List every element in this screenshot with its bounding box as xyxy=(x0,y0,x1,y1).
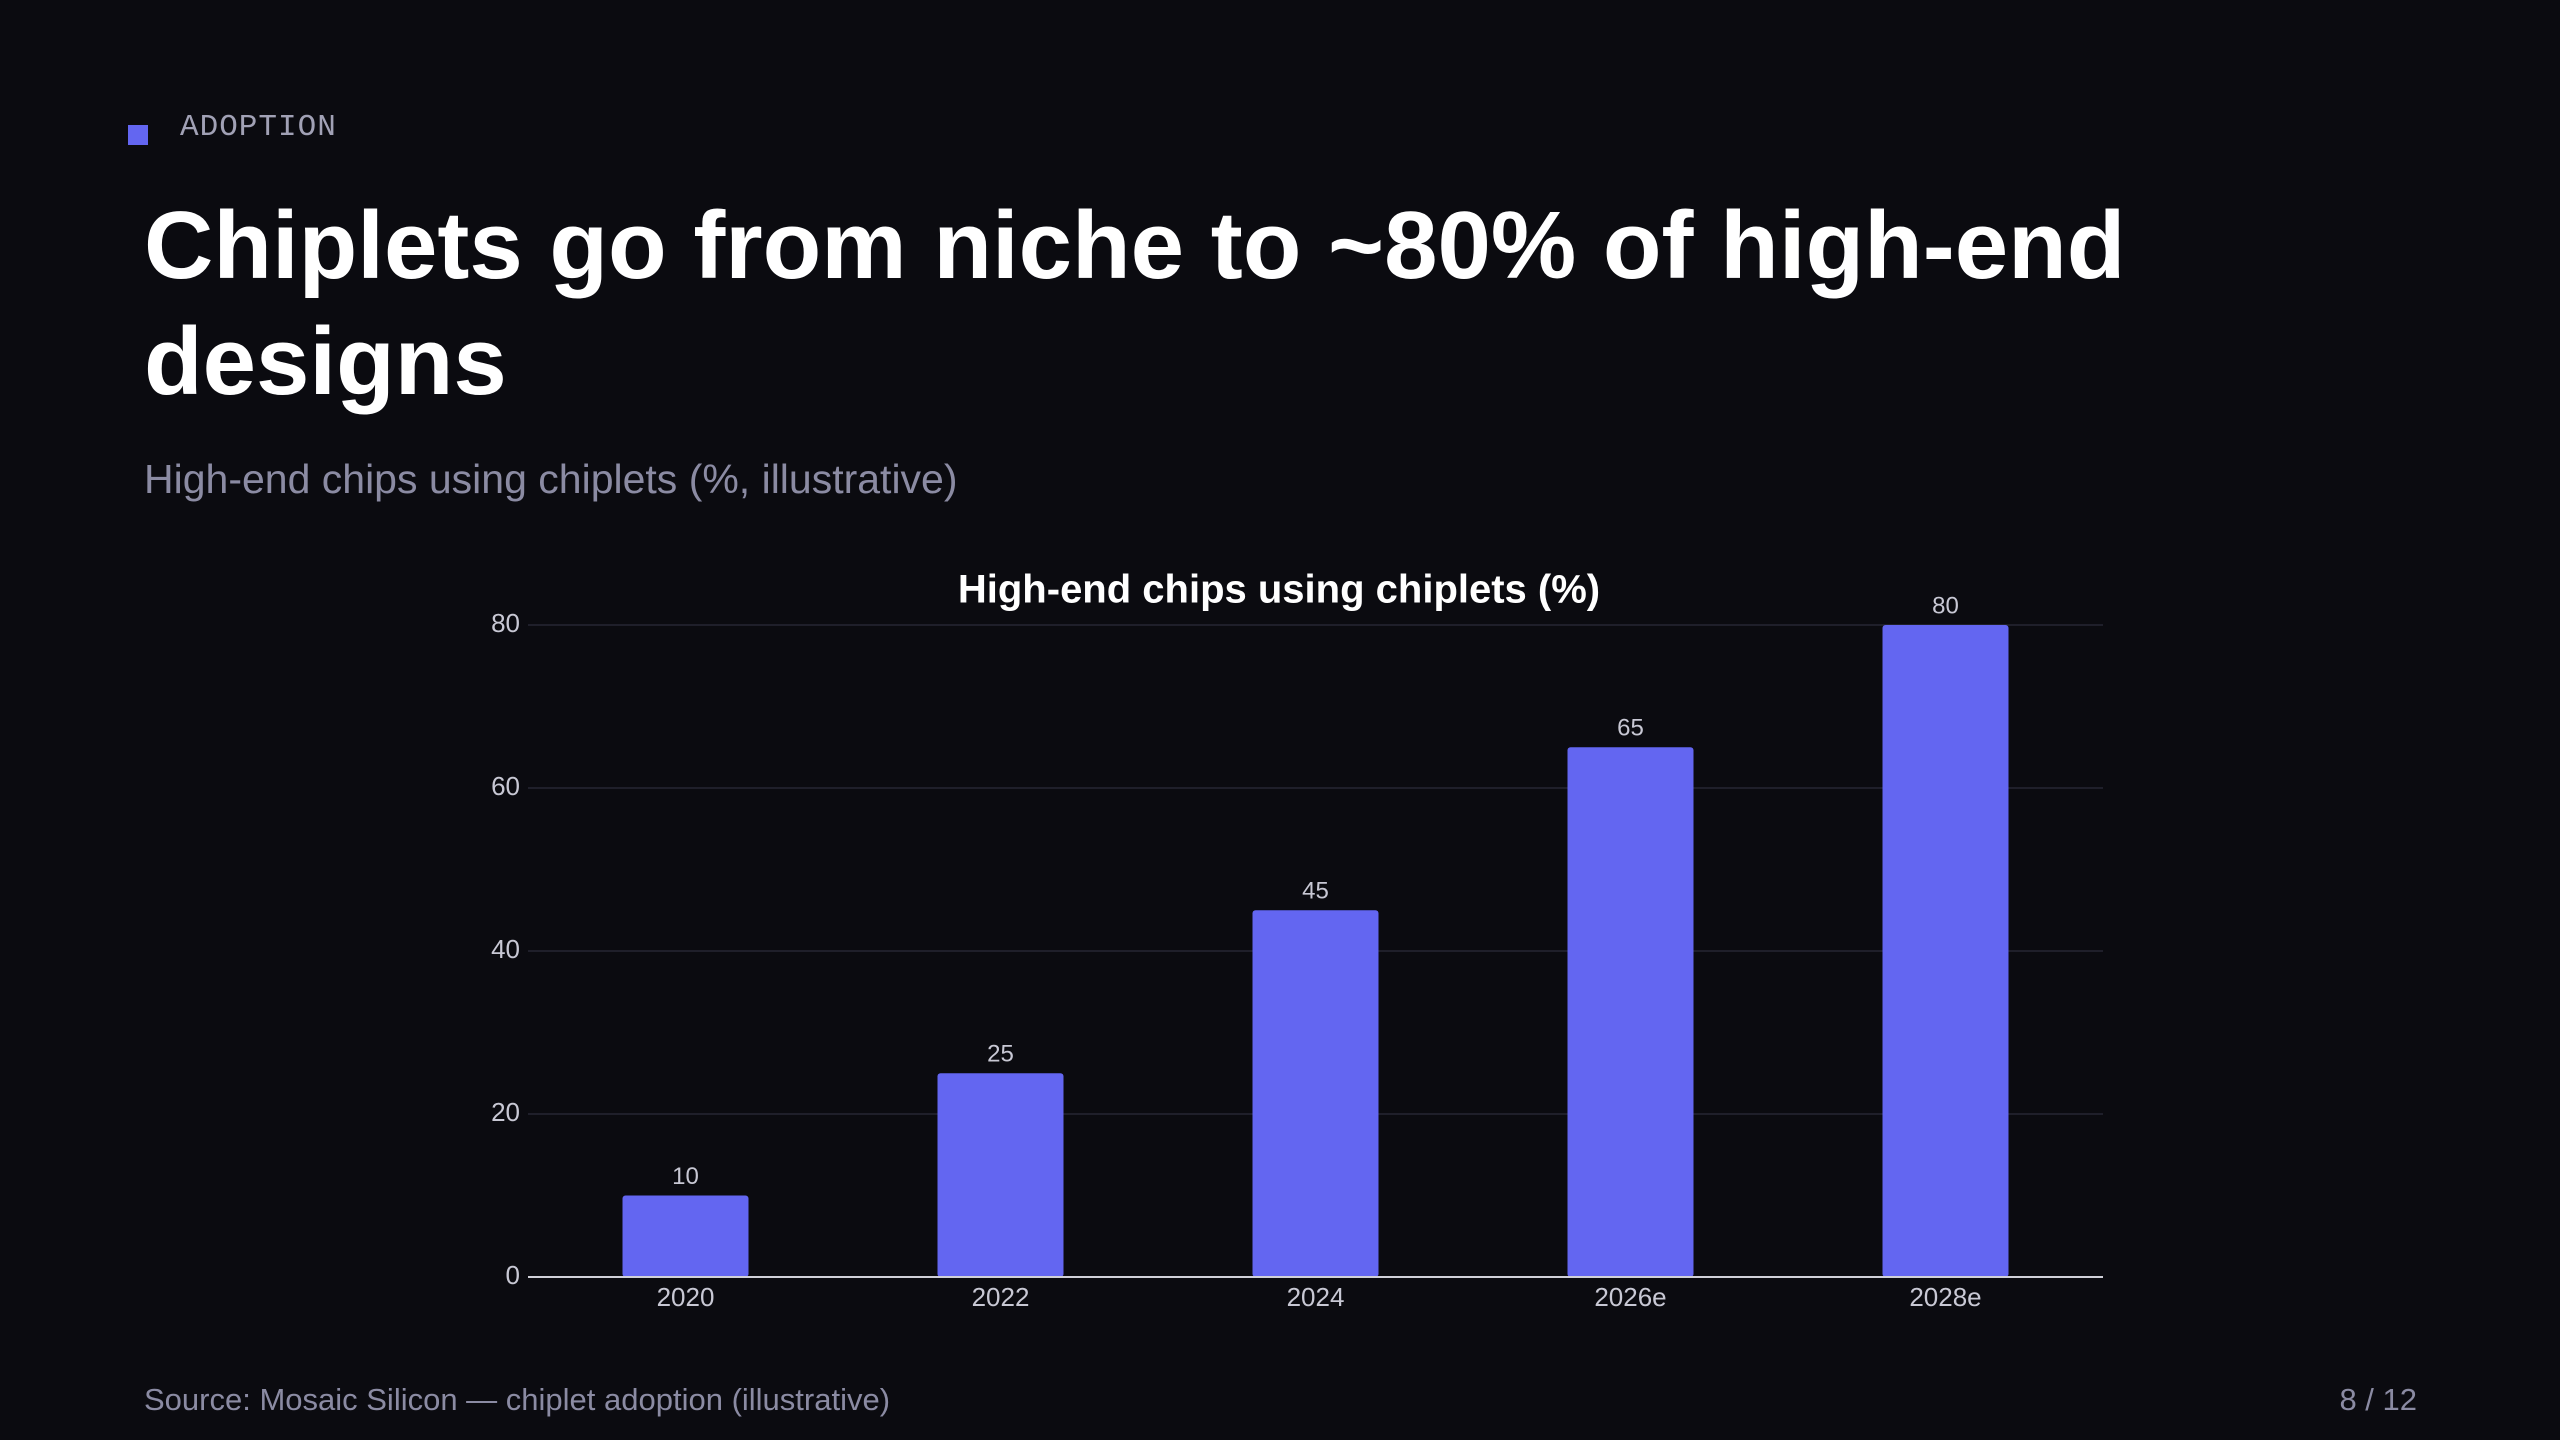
chart-title: High-end chips using chiplets (%) xyxy=(958,568,1600,612)
bar xyxy=(1882,625,2009,1277)
value-label: 45 xyxy=(1302,878,1329,905)
y-tick-label: 60 xyxy=(491,771,520,801)
bar xyxy=(1567,747,1694,1277)
x-tick-label: 2020 xyxy=(657,1282,715,1312)
x-tick-label: 2022 xyxy=(972,1282,1030,1312)
bar xyxy=(937,1073,1064,1277)
kicker: ADOPTION xyxy=(180,110,337,145)
y-tick-label: 20 xyxy=(491,1097,520,1127)
value-label: 80 xyxy=(1932,592,1959,619)
y-tick-label: 40 xyxy=(491,934,520,964)
slide-title: Chiplets go from niche to ~80% of high-e… xyxy=(144,192,2126,415)
kicker-mark xyxy=(128,125,148,145)
y-tick-label: 80 xyxy=(491,608,520,638)
page-number: 8 / 12 xyxy=(2339,1382,2417,1417)
source: Source: Mosaic Silicon — chiplet adoptio… xyxy=(144,1382,891,1417)
x-tick-label: 2028e xyxy=(1909,1282,1981,1312)
value-label: 65 xyxy=(1617,715,1644,742)
bar xyxy=(622,1195,749,1277)
subtitle: High-end chips using chiplets (%, illust… xyxy=(144,456,958,502)
y-tick-label: 0 xyxy=(506,1260,520,1290)
value-label: 10 xyxy=(672,1163,699,1190)
bar xyxy=(1252,910,1379,1277)
value-label: 25 xyxy=(987,1041,1014,1068)
x-tick-label: 2026e xyxy=(1594,1282,1666,1312)
x-tick-label: 2024 xyxy=(1287,1282,1345,1312)
chart: High-end chips using chiplets (%) 0 20 40 6… xyxy=(491,568,2103,1312)
